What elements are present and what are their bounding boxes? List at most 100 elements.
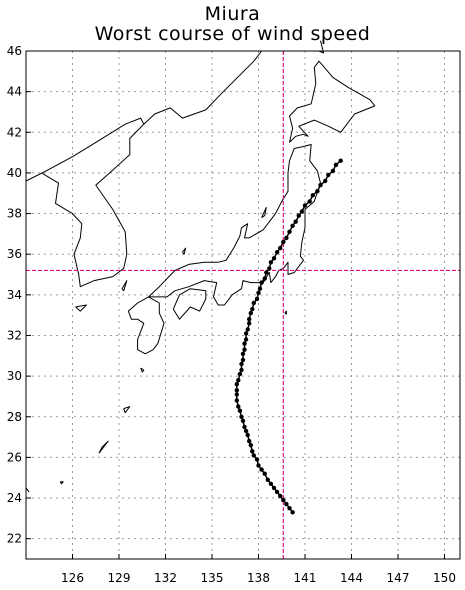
track-point [293, 219, 298, 224]
coastlines [25, 40, 376, 493]
track-point [268, 260, 274, 265]
track-point [236, 378, 241, 383]
track-point [278, 493, 283, 499]
track-point [237, 408, 243, 413]
track-point [234, 388, 239, 393]
track-point [257, 286, 263, 291]
coastline-taiwan-tip [25, 487, 30, 493]
y-tick-label: 34 [7, 288, 22, 302]
track-point [254, 296, 260, 302]
coastline-tsushima [121, 280, 128, 292]
track-point [234, 382, 239, 387]
track-point [237, 371, 243, 377]
coastline-hokkaido [289, 60, 376, 143]
coastline-korea [25, 117, 145, 288]
y-tick-label: 36 [7, 247, 22, 261]
track-point [242, 341, 247, 346]
x-tick-label: 132 [154, 571, 177, 585]
x-tick-label: 150 [433, 571, 456, 585]
track-point [262, 471, 267, 476]
track-point [287, 229, 292, 234]
coastline-okinawa [98, 440, 109, 454]
x-tick-label: 138 [247, 571, 270, 585]
track-point [281, 497, 286, 503]
x-tick-label: 126 [61, 571, 84, 585]
track-point [262, 276, 267, 281]
track-point [274, 250, 280, 255]
coastline-sado [261, 207, 267, 219]
coastline-yakushima [140, 367, 145, 373]
track-point [254, 457, 260, 462]
track-point [326, 172, 331, 178]
track-point [247, 438, 252, 444]
coastline-honshu [148, 144, 321, 306]
track-point [239, 414, 244, 419]
track-point [268, 481, 274, 486]
track-point [240, 418, 246, 423]
track-point [310, 193, 315, 198]
track-point [323, 178, 328, 184]
track-point [248, 443, 253, 448]
track-point [333, 162, 339, 167]
track-point [264, 270, 269, 275]
track-point [259, 280, 264, 285]
track-point [315, 189, 320, 194]
track-point [236, 404, 241, 409]
track-point [239, 361, 244, 367]
track-point [251, 453, 256, 458]
track-point [267, 266, 272, 271]
track-point [330, 168, 336, 174]
track-point [243, 337, 249, 342]
track-point [259, 467, 264, 472]
track-point [242, 424, 247, 430]
track-point [243, 331, 249, 336]
y-tick-label: 40 [7, 166, 22, 180]
track-point [250, 306, 255, 312]
x-tick-label: 147 [387, 571, 410, 585]
reference-crosshair [26, 51, 460, 559]
x-tick-label: 141 [294, 571, 317, 585]
coastline-miyako [59, 481, 64, 485]
track-point [278, 245, 283, 251]
coastline-shikoku [172, 288, 207, 320]
track-point [245, 327, 250, 332]
track-point [243, 428, 249, 434]
x-tick-label: 135 [201, 571, 224, 585]
track-point [265, 477, 270, 482]
y-tick-label: 46 [7, 44, 22, 58]
track-point [240, 357, 246, 363]
coastline-kyushu [127, 296, 165, 355]
x-tick-label: 129 [108, 571, 131, 585]
track-point [274, 489, 280, 495]
track-point [284, 501, 289, 507]
track-point [248, 310, 253, 316]
y-tick-label: 28 [7, 410, 22, 424]
track-point [299, 209, 305, 214]
map-frame [25, 50, 461, 560]
y-tick-label: 44 [7, 85, 22, 99]
coastline-jeju [75, 304, 87, 312]
y-tick-label: 32 [7, 328, 22, 342]
track-point [290, 223, 295, 228]
track-point [318, 182, 323, 188]
track-point [271, 256, 277, 261]
map-title-line-1: Miura [204, 3, 261, 25]
track-point [247, 317, 252, 322]
axis-ticks: 126 129 132 135 138 141 144 147 150 22 24 26 28 30 32 3… [7, 44, 456, 585]
grid-lines [26, 51, 460, 559]
y-tick-label: 26 [7, 450, 22, 464]
track-point [251, 300, 256, 306]
track-point [239, 367, 244, 373]
track-point [245, 432, 250, 438]
track-line [236, 160, 342, 513]
track-point [302, 203, 308, 208]
y-tick-label: 24 [7, 491, 22, 505]
track-point [271, 485, 277, 491]
track-point [296, 213, 301, 218]
track-point [338, 158, 343, 163]
y-tick-label: 42 [7, 125, 22, 139]
y-tick-label: 22 [7, 532, 22, 546]
map-title-line-2: Worst course of wind speed [94, 23, 371, 45]
x-tick-label: 144 [340, 571, 363, 585]
y-tick-label: 38 [7, 207, 22, 221]
